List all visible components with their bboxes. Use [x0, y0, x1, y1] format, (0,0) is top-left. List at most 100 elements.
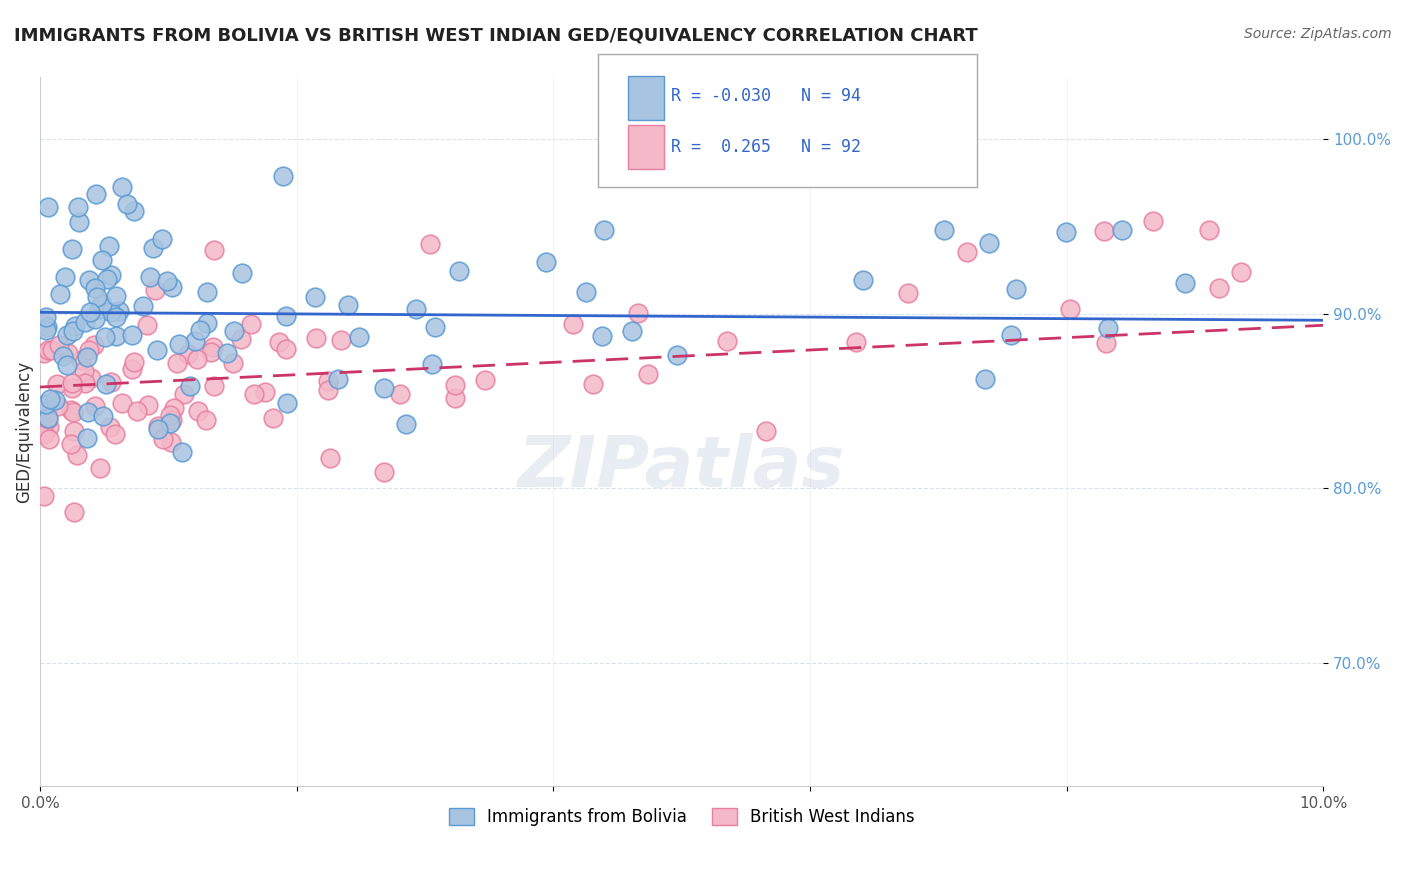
Point — [1005, 282, 1028, 296]
Point — [447, 264, 470, 278]
Point — [62, 505, 84, 519]
Point — [329, 334, 352, 348]
Point — [48, 337, 70, 351]
Text: R = -0.030   N = 94: R = -0.030 N = 94 — [671, 87, 860, 105]
Point — [195, 285, 218, 300]
Point — [152, 433, 174, 447]
Point — [575, 285, 598, 299]
Point — [222, 356, 245, 370]
Point — [202, 379, 225, 393]
Point — [716, 334, 738, 348]
Point — [76, 431, 98, 445]
Point — [38, 392, 60, 406]
Point — [274, 342, 297, 356]
Point — [395, 417, 418, 431]
Point — [167, 337, 190, 351]
Point — [75, 376, 97, 390]
Point — [66, 449, 89, 463]
Point — [143, 283, 166, 297]
Point — [96, 271, 118, 285]
Point — [58, 346, 80, 360]
Point — [83, 338, 105, 352]
Point — [201, 340, 224, 354]
Point — [973, 372, 995, 386]
Point — [163, 401, 186, 416]
Point — [443, 377, 465, 392]
Point — [121, 328, 143, 343]
Point — [1054, 225, 1077, 239]
Point — [38, 420, 60, 434]
Point — [172, 445, 194, 459]
Point — [136, 318, 159, 333]
Point — [349, 330, 371, 344]
Point — [444, 391, 467, 405]
Point — [66, 200, 89, 214]
Point — [105, 310, 128, 325]
Text: ZIPatlas: ZIPatlas — [517, 433, 845, 501]
Point — [591, 329, 613, 343]
Point — [977, 235, 1000, 250]
Point — [187, 404, 209, 418]
Point — [145, 343, 167, 358]
Point — [581, 376, 603, 391]
Point — [215, 346, 238, 360]
Point — [316, 383, 339, 397]
Point — [425, 320, 447, 334]
Point — [139, 270, 162, 285]
Point — [62, 324, 84, 338]
Point — [132, 299, 155, 313]
Point — [305, 331, 328, 345]
Point — [229, 332, 252, 346]
Point — [195, 413, 218, 427]
Point — [104, 289, 127, 303]
Point — [94, 376, 117, 391]
Point — [184, 334, 207, 348]
Point — [200, 345, 222, 359]
Point — [318, 451, 340, 466]
Point — [89, 461, 111, 475]
Point — [173, 386, 195, 401]
Point — [1229, 265, 1251, 279]
Point — [159, 416, 181, 430]
Point — [60, 403, 83, 417]
Point — [73, 315, 96, 329]
Point — [32, 317, 55, 331]
Point — [561, 318, 583, 332]
Point — [93, 330, 115, 344]
Point — [202, 243, 225, 257]
Point — [110, 180, 132, 194]
Point — [37, 412, 59, 426]
Point — [46, 399, 69, 413]
Point — [637, 368, 659, 382]
Point — [1095, 336, 1118, 351]
Point — [37, 343, 59, 357]
Point — [60, 242, 83, 256]
Point — [73, 364, 96, 378]
Point — [160, 413, 183, 427]
Point — [56, 327, 79, 342]
Point — [156, 275, 179, 289]
Point — [35, 310, 58, 324]
Point — [195, 316, 218, 330]
Point — [1111, 223, 1133, 237]
Point — [105, 329, 128, 343]
Point — [956, 245, 979, 260]
Point — [845, 334, 868, 349]
Point — [52, 350, 75, 364]
Point — [37, 200, 59, 214]
Point — [243, 387, 266, 401]
Point — [49, 287, 72, 301]
Point — [56, 359, 79, 373]
Point — [166, 355, 188, 369]
Point — [91, 409, 114, 423]
Point — [76, 351, 98, 365]
Point — [108, 304, 131, 318]
Point — [90, 252, 112, 267]
Point — [63, 424, 86, 438]
Point — [83, 281, 105, 295]
Point — [373, 465, 395, 479]
Point — [46, 377, 69, 392]
Point — [160, 435, 183, 450]
Point — [304, 290, 326, 304]
Point — [111, 396, 134, 410]
